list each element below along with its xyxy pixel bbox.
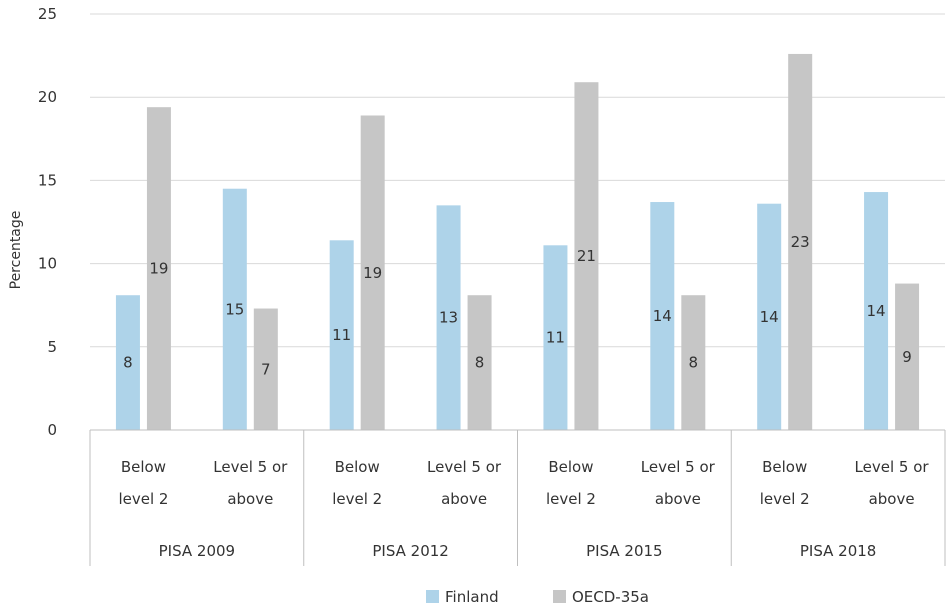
- data-label: 14: [867, 302, 886, 320]
- data-label: 14: [653, 307, 672, 325]
- data-label: 19: [363, 264, 382, 282]
- data-label: 8: [475, 354, 485, 372]
- bar-oecd-35a-0: [146, 107, 171, 431]
- x-tick-label: above: [869, 490, 915, 508]
- legend-label: Finland: [445, 588, 499, 606]
- group-label: PISA 2009: [159, 542, 235, 560]
- bar-finland-4: [543, 245, 568, 430]
- x-tick-label: level 2: [760, 490, 810, 508]
- bar-finland-6: [757, 203, 782, 430]
- legend-swatch-oecd-35a: [553, 590, 566, 603]
- data-label: 11: [332, 326, 351, 344]
- bar-oecd-35a-4: [574, 82, 599, 430]
- label-layer: 8 19 15 7 11 19 13 8 11 21 14 8 14 23 14 9: [123, 233, 912, 378]
- bar-oecd-35a-6: [788, 53, 813, 430]
- y-tick-label: 10: [38, 255, 57, 273]
- y-tick-label: 5: [47, 338, 57, 356]
- y-tick-label: 0: [47, 421, 57, 439]
- data-label: 8: [123, 354, 133, 372]
- bar-layer: [115, 53, 920, 431]
- y-tick-label: 25: [38, 5, 57, 23]
- x-tick-label: Level 5 or: [641, 458, 716, 476]
- x-tick-label: above: [655, 490, 701, 508]
- bar-oecd-35a-5: [681, 295, 706, 430]
- x-tick-label: Below: [121, 458, 166, 476]
- x-tick-label: above: [227, 490, 273, 508]
- x-tick-label: Below: [548, 458, 593, 476]
- y-tick-label: 20: [38, 88, 57, 106]
- legend: Finland OECD-35a: [426, 588, 649, 606]
- group-label: PISA 2018: [800, 542, 876, 560]
- bar-oecd-35a-7: [895, 283, 920, 430]
- x-tick-label: level 2: [332, 490, 382, 508]
- axis-layer: 0 5 10 15 20 25 Below level 2 Level 5 or above PIS…: [38, 5, 946, 566]
- bar-oecd-35a-1: [253, 308, 278, 430]
- data-label: 23: [791, 233, 810, 251]
- data-label: 21: [577, 247, 596, 265]
- data-label: 8: [689, 354, 699, 372]
- x-tick-label: Level 5 or: [427, 458, 502, 476]
- bar-finland-1: [222, 188, 247, 430]
- x-tick-label: Below: [335, 458, 380, 476]
- bar-finland-3: [436, 205, 461, 430]
- data-label: 9: [902, 348, 912, 366]
- grid-layer: [90, 13, 945, 348]
- data-label: 15: [225, 300, 244, 318]
- bar-finland-7: [864, 192, 889, 430]
- data-label: 13: [439, 309, 458, 327]
- x-tick-label: Level 5 or: [213, 458, 288, 476]
- data-label: 7: [261, 360, 271, 378]
- x-tick-label: Below: [762, 458, 807, 476]
- data-label: 11: [546, 329, 565, 347]
- bar-finland-2: [329, 240, 354, 430]
- data-label: 19: [149, 260, 168, 278]
- x-tick-label: level 2: [546, 490, 596, 508]
- data-label: 14: [760, 308, 779, 326]
- y-tick-label: 15: [38, 171, 57, 189]
- legend-swatch-finland: [426, 590, 439, 603]
- bar-finland-0: [115, 295, 140, 430]
- group-label: PISA 2015: [586, 542, 662, 560]
- bar-oecd-35a-3: [467, 295, 492, 430]
- bar-finland-5: [650, 202, 675, 430]
- x-tick-label: above: [441, 490, 487, 508]
- bar-oecd-35a-2: [360, 115, 385, 430]
- legend-label: OECD-35a: [572, 588, 649, 606]
- group-label: PISA 2012: [372, 542, 448, 560]
- x-tick-label: level 2: [118, 490, 168, 508]
- y-axis-title: Percentage: [8, 211, 24, 290]
- x-tick-label: Level 5 or: [855, 458, 930, 476]
